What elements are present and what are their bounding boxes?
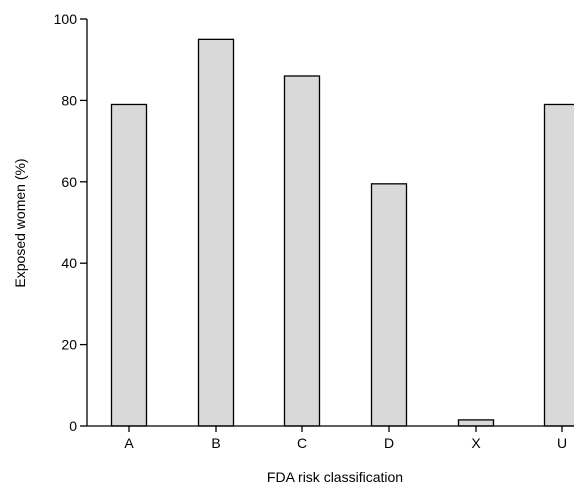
bar-c [283,75,321,427]
y-tick-label: 40 [61,255,77,271]
x-tick-label: X [471,435,481,451]
y-tick-label: 20 [61,337,77,353]
bar-u [543,103,574,427]
bars [110,38,574,427]
x-axis-label: FDA risk classification [267,469,403,485]
x-tick-label: A [124,435,134,451]
bar-d [370,183,408,427]
x-tick-label: U [557,435,567,451]
bar-a [110,103,148,427]
x-tick-label: C [297,435,307,451]
x-tick-label: B [211,435,220,451]
y-axis-label: Exposed women (%) [12,158,28,287]
bar-x [457,419,495,427]
y-tick-label: 80 [61,92,77,108]
bar-b [197,38,235,427]
y-tick-label: 0 [69,418,77,434]
y-tick-label: 60 [61,174,77,190]
x-tick-label: D [384,435,394,451]
y-axis-ticks: 0 20 40 60 80 100 [54,11,87,434]
y-tick-label: 100 [54,11,78,27]
